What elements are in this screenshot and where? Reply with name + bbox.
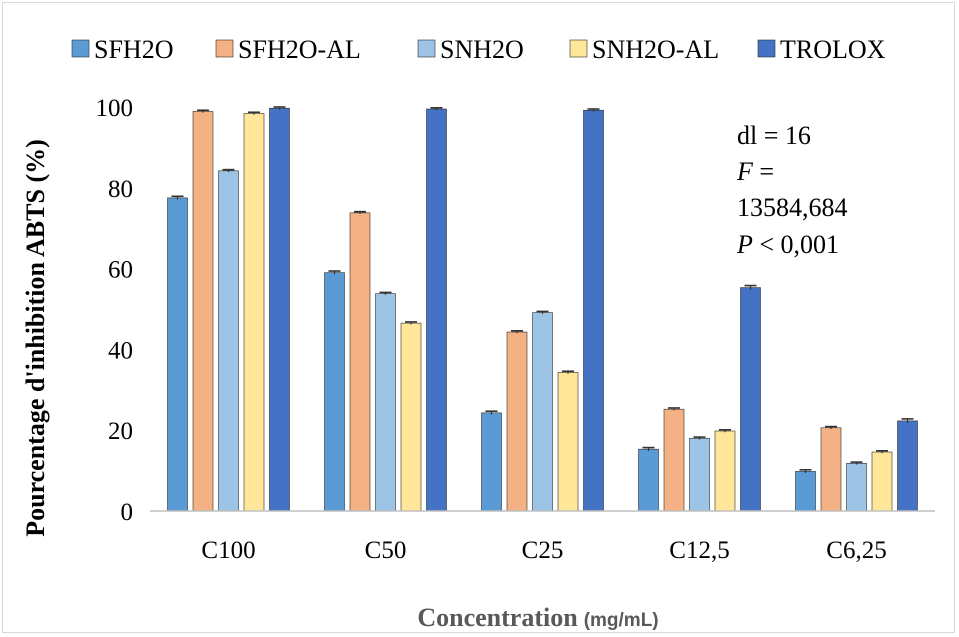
legend-label: SNH2O-AL [592,35,719,64]
y-tick-label: 40 [108,337,133,364]
error-bars [171,106,914,474]
x-axis-label-main: Concentration [417,603,578,632]
bar [871,451,893,512]
legend-label: SFH2O [94,35,173,64]
x-tick-label: C12,5 [669,537,729,564]
error-bar [562,370,574,374]
error-bar [693,436,706,440]
legend-swatch [757,39,776,58]
error-bar [430,107,443,111]
legend-label: SFH2O-AL [238,35,361,64]
y-tick-label: 100 [96,95,134,122]
annotation-f: F = [736,157,774,186]
error-bar [328,270,341,275]
legend-entry: SNH2O [417,35,524,64]
bar [689,437,710,512]
legend-entry: SFH2O-AL [215,35,361,64]
bar [349,212,371,512]
bar [557,372,579,512]
annotation-f-value: 13584,684 [737,193,848,222]
x-tick-label: C50 [365,537,407,564]
bar [426,108,447,512]
x-axis-ticks: C100 C50 C25 C12,5 C6,25 [201,537,886,564]
legend-swatch [215,39,234,58]
legend-swatch [417,39,436,58]
error-bar [197,109,209,113]
error-bar [354,210,366,215]
bar [897,420,918,512]
error-bar [273,106,286,110]
bar [740,287,761,512]
bar [795,471,816,512]
bar [400,322,422,512]
legend-label: TROLOX [780,35,886,64]
legend-label: SNH2O [440,35,524,64]
bar [663,408,685,512]
bar [481,412,502,512]
bar [218,170,239,512]
legend-entry: SFH2O [71,35,173,64]
error-bar [485,410,498,415]
error-bar [536,310,549,314]
stats-annotation: dl = 16 F = 13584,684 P < 0,001 [736,121,848,259]
error-bar [825,425,837,429]
x-axis-label-unit: (mg/mL) [584,610,659,631]
bar [532,312,553,512]
legend-swatch [569,39,588,58]
x-tick-label: C6,25 [826,537,886,564]
bar [583,109,604,512]
legend-swatch [71,39,90,58]
annotation-f-rest: = [753,157,774,186]
error-bar [587,108,600,112]
bar [638,448,659,512]
error-bar [719,428,731,433]
error-bar [799,468,812,474]
bar [506,331,528,512]
x-tick-label: C25 [522,537,564,564]
legend-entry: SNH2O-AL [569,35,719,64]
bar [243,113,265,512]
y-axis: 0 20 40 60 80 100 [96,95,134,526]
x-tick-label: C100 [201,537,255,564]
legend: SFH2O SFH2O-AL SNH2O SNH2O-AL TROLOX [71,35,886,64]
annotation-dl: dl = 16 [737,121,811,150]
error-bar [222,168,235,173]
error-bar [171,195,184,200]
annotation-p-rest: < 0,001 [753,230,839,259]
y-tick-label: 60 [108,257,133,284]
error-bar [642,446,655,451]
bar [192,111,214,512]
legend-entry: TROLOX [757,35,886,64]
y-axis-label: Pourcentage d'inhibition ABTS (%) [21,139,50,537]
error-bar [876,450,888,454]
error-bar [405,321,417,325]
y-tick-label: 20 [108,418,133,445]
error-bar [248,111,260,115]
annotation-p-var: P [736,230,753,259]
bar [324,272,345,512]
bar [820,427,842,512]
bars [167,107,918,512]
x-axis-label: Concentration (mg/mL) [417,603,658,632]
y-tick-label: 80 [108,176,133,203]
error-bar [901,418,914,423]
annotation-p: P < 0,001 [736,230,839,259]
error-bar [379,291,392,295]
bar [846,463,867,512]
y-tick-label: 0 [121,499,134,526]
error-bar [744,284,757,290]
bar [375,293,396,512]
bar [269,107,290,512]
error-bar [511,330,523,334]
annotation-f-var: F [736,157,754,186]
bar [714,430,736,512]
error-bar [850,461,863,465]
error-bar [668,407,680,411]
bar [167,197,188,512]
